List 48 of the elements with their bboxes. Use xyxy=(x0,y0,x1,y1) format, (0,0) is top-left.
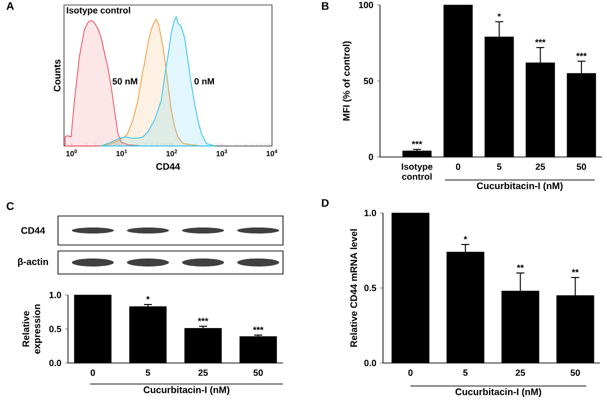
y-tick-label: 1.0 xyxy=(50,292,62,298)
x-tick-label: 25 xyxy=(536,164,546,170)
y-tick-label: 0.0 xyxy=(49,360,62,366)
y-axis-title: Relative expression xyxy=(22,304,42,354)
x-tick-label: 25 xyxy=(198,370,208,376)
annotation: ** xyxy=(516,264,524,268)
annotation: *** xyxy=(252,326,264,330)
x-tick-label: 0 xyxy=(456,164,460,170)
series-label: 50 nM xyxy=(112,78,138,85)
annotation: *** xyxy=(198,318,208,322)
x-axis-title: Cucurbitacin-I (nM) xyxy=(476,182,563,192)
x-tick-label: 5 xyxy=(463,370,468,376)
y-tick-label: 0.0 xyxy=(364,360,376,366)
y-axis-title: Counts xyxy=(54,60,60,92)
series-label: Isotype control xyxy=(66,6,130,16)
x-tick-label: 50 xyxy=(576,164,586,170)
x-tick-label: 0 xyxy=(90,370,95,376)
x-tick-label: 5 xyxy=(497,164,502,170)
annotation: * xyxy=(146,296,150,300)
y-tick-label: 0.5 xyxy=(49,326,62,332)
annotation: *** xyxy=(412,140,422,144)
x-tick-label: 0 xyxy=(408,370,413,376)
x-axis-title: Cucurbitacin-I (nM) xyxy=(144,386,230,396)
chart-title: C xyxy=(6,202,14,210)
text: CD44 xyxy=(21,227,46,234)
annotation: ** xyxy=(572,269,579,272)
x-tick-label: 25 xyxy=(516,370,526,376)
chart-title: B xyxy=(322,2,329,10)
x-tick-label: 5 xyxy=(146,370,150,376)
y-tick-label: 0.5 xyxy=(364,284,376,292)
annotation: *** xyxy=(535,39,546,43)
x-tick-label: 50 xyxy=(253,370,263,376)
y-tick-label: 1.0 xyxy=(364,210,376,216)
annotation: *** xyxy=(576,52,587,56)
x-axis-title: CD44 xyxy=(156,163,180,170)
x-tick-label: 50 xyxy=(570,370,580,376)
chart-title: A xyxy=(6,2,14,10)
x-axis-title: Cucurbitacin-I (nM) xyxy=(455,388,542,398)
y-tick-label: 100 xyxy=(359,2,374,8)
y-tick-label: 50 xyxy=(364,78,374,84)
x-tick-label: Isotype control xyxy=(402,164,432,180)
text: β-actin xyxy=(18,258,48,267)
annotation: * xyxy=(464,236,468,240)
series-label: 0 nM xyxy=(194,78,214,85)
annotation: * xyxy=(498,13,501,17)
y-axis-title: MFI (% of control) xyxy=(342,41,352,120)
chart-title: D xyxy=(322,199,329,207)
y-axis-title: Relative CD44 mRNA level xyxy=(350,229,358,347)
